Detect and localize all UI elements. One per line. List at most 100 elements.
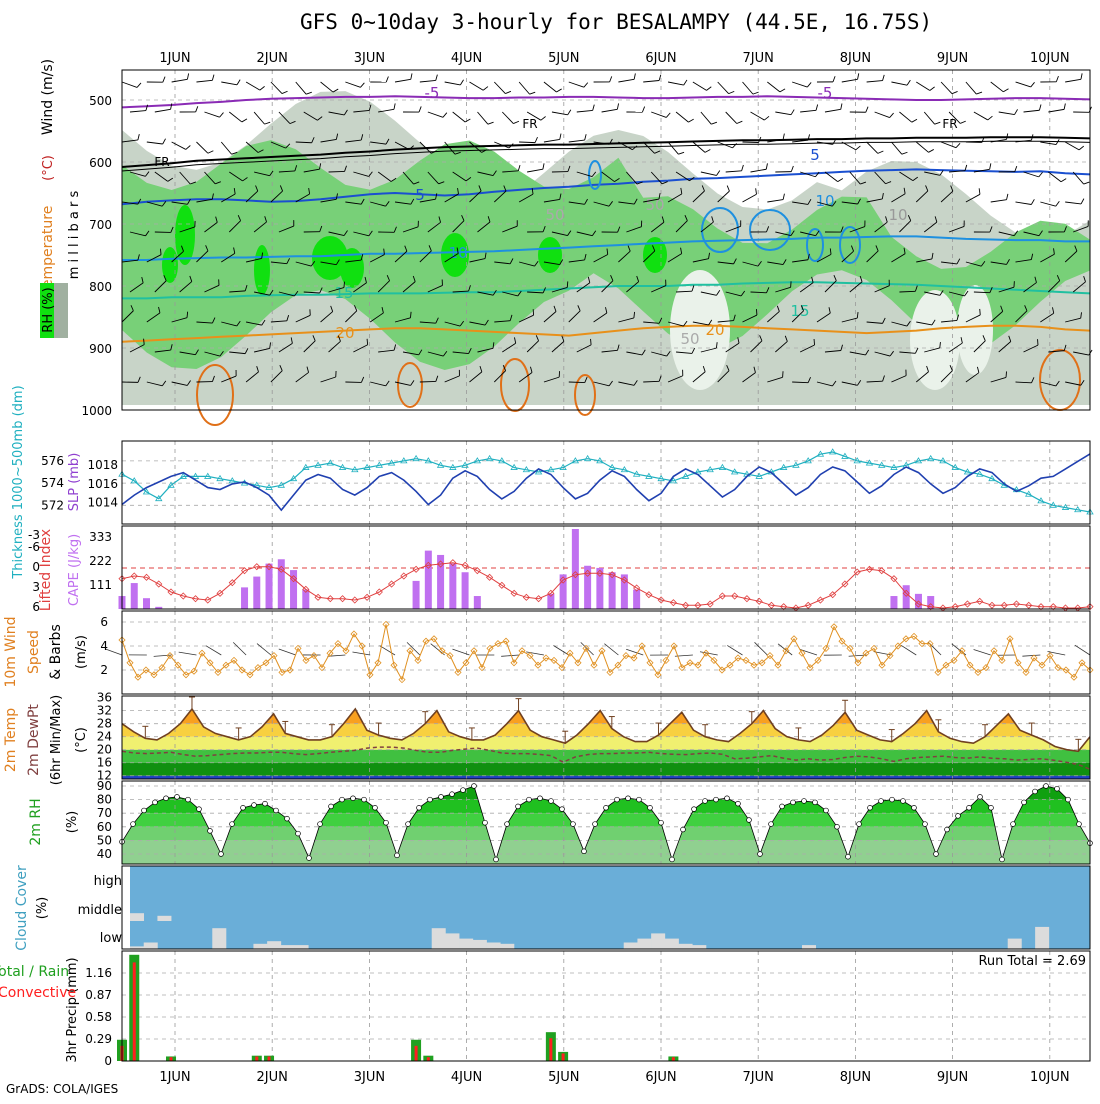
contour-label: FR xyxy=(942,117,957,131)
cloud-background xyxy=(130,866,1090,949)
rh-tick-label: 70 xyxy=(97,806,112,820)
rh-marker xyxy=(439,794,444,799)
cloud-low-bar xyxy=(651,933,665,949)
rh-marker xyxy=(362,797,367,802)
wind-frame xyxy=(122,611,1090,694)
temp-units-label: (°C) xyxy=(74,727,89,753)
contour-label: 50 xyxy=(645,196,664,214)
rh-marker xyxy=(1055,786,1060,791)
slp-tick-label: 1014 xyxy=(87,496,118,510)
rh2m-label: 2m RH xyxy=(28,798,44,845)
rh-marker xyxy=(560,807,565,812)
wind-tick-label: 2 xyxy=(100,663,108,677)
cape-label: CAPE (J/kg) xyxy=(67,534,82,606)
cape-tick-label: 111 xyxy=(89,578,112,592)
cloud-low-bar xyxy=(637,939,651,949)
surface-wind-barb xyxy=(279,649,296,655)
rh-marker xyxy=(1022,800,1027,805)
temp-band xyxy=(122,763,1090,776)
contour-label: 10 xyxy=(815,192,834,210)
date-label-bottom: 6JUN xyxy=(645,1070,676,1085)
rh-marker xyxy=(142,808,147,813)
date-label-top: 7JUN xyxy=(743,51,774,66)
credit-label: GrADS: COLA/IGES xyxy=(6,1082,118,1096)
rh-marker xyxy=(945,827,950,832)
thickness-tick-label: 572 xyxy=(41,498,64,512)
rh-marker xyxy=(681,827,686,832)
rh-marker xyxy=(274,808,279,813)
rh-marker xyxy=(571,822,576,827)
contour-label: 50 xyxy=(545,206,564,224)
surface-wind-barb xyxy=(233,642,246,655)
cape-bar xyxy=(474,596,481,609)
rh-marker xyxy=(340,797,345,802)
rh-marker xyxy=(252,803,257,808)
temperature-units-label: (°C) xyxy=(41,155,56,181)
rh-marker xyxy=(1066,797,1071,802)
date-label-bottom: 9JUN xyxy=(937,1070,968,1085)
rh-marker xyxy=(373,805,378,810)
surface-wind-barb xyxy=(727,645,742,655)
cloud-low-bar xyxy=(212,928,226,949)
cloud-low-bar xyxy=(1008,939,1022,949)
rh-marker xyxy=(1011,822,1016,827)
rh-marker xyxy=(483,820,488,825)
precip-legend-total: Total / Rain xyxy=(0,964,69,980)
rh-marker xyxy=(1077,822,1082,827)
wind-barb-flag xyxy=(187,312,188,318)
yaxis-units-label: m i l l i b a r s xyxy=(67,191,82,280)
precip-convective-bar xyxy=(415,1046,418,1061)
cloud-level-label: high xyxy=(94,874,122,889)
temp-band xyxy=(122,737,1090,750)
rh-marker xyxy=(329,804,334,809)
rh-marker xyxy=(802,799,807,804)
rh-band xyxy=(122,813,1090,827)
rh-marker xyxy=(989,805,994,810)
cloud-low-bar xyxy=(692,945,706,949)
precip-tick-label: 0.29 xyxy=(85,1032,112,1046)
dewpt-label: 2m DewPt xyxy=(26,704,42,776)
cape-bar xyxy=(462,572,469,609)
rh-tick-label: 50 xyxy=(97,833,112,847)
cloud-low-bar xyxy=(665,939,679,949)
surface-wind-barb xyxy=(257,644,271,655)
rh-marker xyxy=(670,857,675,862)
rh-marker xyxy=(406,822,411,827)
temp-band xyxy=(122,750,1090,763)
rh-marker xyxy=(615,797,620,802)
rh2m-units-label: (%) xyxy=(65,811,80,834)
rh-marker xyxy=(461,788,466,793)
cloud-low-bar xyxy=(459,939,473,949)
cloud-low-bar xyxy=(445,933,459,949)
rh-marker xyxy=(186,797,191,802)
date-label-bottom: 5JUN xyxy=(548,1070,579,1085)
cloud-low-bar xyxy=(487,943,501,950)
contour-label: 20 xyxy=(705,321,724,339)
rh-marker xyxy=(780,804,785,809)
rh-marker xyxy=(450,792,455,797)
rh-marker xyxy=(505,822,510,827)
pressure-tick-label: 1000 xyxy=(81,404,112,418)
rh-marker xyxy=(263,801,268,806)
date-label-top: 10JUN xyxy=(1030,51,1070,66)
li-label: Lifted Index xyxy=(38,529,54,611)
rh-marker xyxy=(879,799,884,804)
cloud-low-bar xyxy=(802,945,816,949)
temperature-label: Temperature xyxy=(40,206,56,296)
pressure-tick-label: 800 xyxy=(89,280,112,294)
contour-label: 5 xyxy=(810,146,820,164)
cape-bar xyxy=(143,598,150,609)
date-label-top: 5JUN xyxy=(548,51,579,66)
surface-wind-barb xyxy=(352,652,370,655)
temp-tick-label: 16 xyxy=(97,756,112,770)
rh-marker xyxy=(769,822,774,827)
wind-tick-label: 4 xyxy=(100,639,108,653)
pressure-tick-label: 700 xyxy=(89,218,112,232)
date-label-top: 2JUN xyxy=(257,51,288,66)
surface-wind-barb xyxy=(1075,645,1090,655)
precip-convective-bar xyxy=(268,1056,271,1061)
date-label-top: 1JUN xyxy=(159,51,190,66)
rh-marker xyxy=(648,805,653,810)
surface-wind-barb xyxy=(154,655,172,656)
cloud-low-bar xyxy=(473,940,487,949)
